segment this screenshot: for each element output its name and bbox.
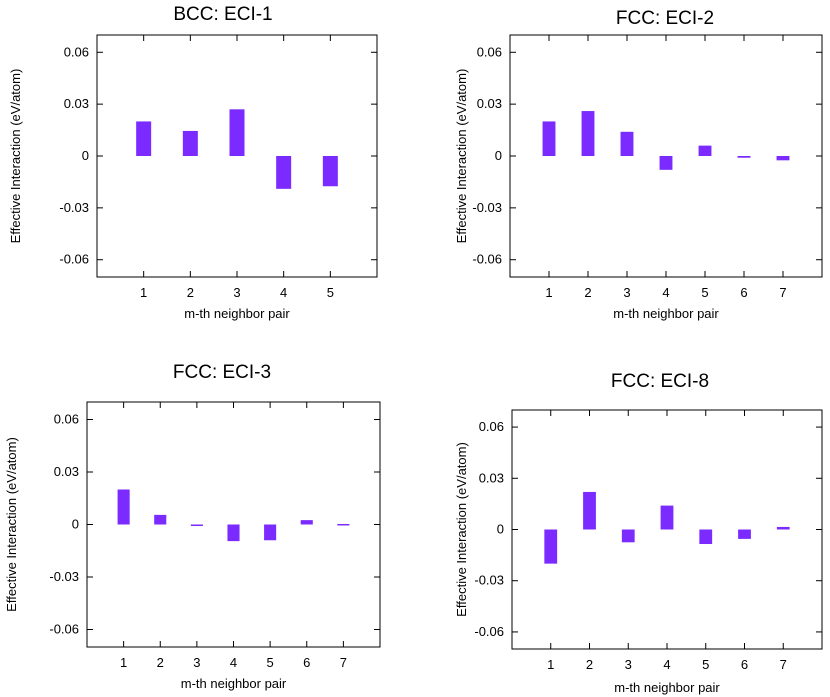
y-tick-label: 0.03 [479, 470, 504, 485]
x-tick-label: 7 [340, 655, 347, 670]
x-tick-label: 6 [740, 285, 747, 300]
x-tick-label: 2 [187, 285, 194, 300]
y-tick-label: -0.06 [472, 252, 502, 267]
bar-neighbor-6 [737, 156, 751, 158]
bar-neighbor-3 [621, 529, 635, 543]
chart-title: FCC: ECI-8 [611, 371, 709, 392]
y-tick-label: 0.06 [479, 419, 504, 434]
bar-neighbor-6 [738, 529, 751, 539]
bar-neighbor-2 [154, 514, 167, 525]
bar-neighbor-3 [620, 131, 634, 156]
x-tick-label: 5 [702, 657, 709, 672]
x-tick-label: 1 [140, 285, 147, 300]
y-tick-label: 0 [497, 522, 504, 537]
x-tick-label: 5 [701, 285, 708, 300]
x-tick-label: 4 [662, 285, 669, 300]
bar-neighbor-4 [659, 156, 673, 170]
y-tick-label: -0.03 [474, 573, 504, 588]
y-tick-label: 0.03 [54, 464, 79, 479]
bar-neighbor-1 [117, 489, 130, 525]
bar-neighbor-5 [698, 145, 712, 156]
y-tick-label: 0 [495, 148, 502, 163]
x-tick-label: 1 [545, 285, 552, 300]
chart-panel-fcc-eci-2: FCC: ECI-2 0.06 0.03 0 -0.03 -0.06 1 2 3 4 5 6 7 m-th… [454, 8, 823, 321]
x-tick-label: 4 [280, 285, 287, 300]
y-axis-label: Effective Interaction (eV/atom) [454, 69, 469, 244]
x-tick-label: 3 [193, 655, 200, 670]
bar-neighbor-3 [229, 109, 245, 156]
x-tick-label: 4 [663, 657, 670, 672]
y-tick-label: 0 [72, 517, 79, 532]
bar-neighbor-2 [182, 130, 198, 156]
y-tick-label: -0.03 [59, 200, 89, 215]
y-tick-label: 0.03 [477, 96, 502, 111]
x-tick-label: 2 [584, 285, 591, 300]
y-tick-label: -0.06 [59, 252, 89, 267]
x-axis-label: m-th neighbor pair [184, 306, 290, 321]
x-tick-label: 2 [586, 657, 593, 672]
y-tick-label: 0 [82, 148, 89, 163]
bar-neighbor-3 [190, 524, 203, 526]
y-tick-label: 0.06 [54, 412, 79, 427]
y-tick-label: 0.06 [477, 44, 502, 59]
bar-neighbor-4 [276, 156, 292, 189]
x-tick-label: 6 [303, 655, 310, 670]
x-tick-label: 1 [547, 657, 554, 672]
x-tick-label: 5 [267, 655, 274, 670]
chart-title: BCC: ECI-1 [173, 4, 272, 25]
bar-neighbor-1 [544, 529, 558, 564]
y-axis-label: Effective Interaction (eV/atom) [8, 69, 23, 244]
bar-neighbor-2 [581, 111, 595, 156]
y-axis-label: Effective Interaction (eV/atom) [4, 437, 19, 612]
bar-neighbor-4 [227, 524, 240, 542]
chart-panel-fcc-eci-3: FCC: ECI-3 0.06 0.03 0 -0.03 -0.06 1 2 3 4 5 6 7 m-th… [4, 362, 381, 691]
bar-neighbor-6 [300, 520, 313, 525]
y-tick-label: -0.06 [49, 622, 79, 637]
bar-neighbor-7 [337, 523, 350, 526]
y-tick-label: 0.06 [64, 44, 89, 59]
x-tick-label: 7 [779, 285, 786, 300]
y-axis-label: Effective Interaction (eV/atom) [454, 442, 469, 617]
y-tick-label: 0.03 [64, 96, 89, 111]
chart-title: FCC: ECI-3 [173, 362, 271, 383]
y-tick-label: -0.06 [474, 624, 504, 639]
chart-title: FCC: ECI-2 [616, 8, 714, 29]
x-tick-label: 3 [625, 657, 632, 672]
bar-neighbor-2 [583, 491, 596, 530]
x-axis-label: m-th neighbor pair [613, 306, 719, 321]
x-tick-label: 3 [623, 285, 630, 300]
x-axis-label: m-th neighbor pair [181, 676, 287, 691]
bar-neighbor-5 [264, 524, 277, 541]
x-tick-label: 1 [120, 655, 127, 670]
x-tick-label: 6 [741, 657, 748, 672]
x-tick-label: 5 [327, 285, 334, 300]
chart-panel-bcc-eci-1: BCC: ECI-1 0.06 0.03 0 -0.03 -0.06 1 2 3 4 5 m-th n… [8, 4, 378, 321]
bar-neighbor-1 [542, 121, 556, 156]
x-tick-label: 2 [157, 655, 164, 670]
bar-neighbor-7 [776, 156, 790, 161]
x-tick-label: 4 [230, 655, 237, 670]
bar-neighbor-5 [699, 529, 713, 545]
bar-neighbor-4 [660, 505, 674, 530]
x-tick-label: 7 [780, 657, 787, 672]
x-axis-label: m-th neighbor pair [614, 680, 720, 695]
y-tick-label: -0.03 [472, 200, 502, 215]
bar-neighbor-5 [322, 156, 338, 187]
bar-neighbor-1 [136, 121, 152, 156]
bar-neighbor-7 [776, 526, 790, 530]
y-tick-label: -0.03 [49, 569, 79, 584]
chart-panel-fcc-eci-8: FCC: ECI-8 0.06 0.03 0 -0.03 -0.06 1 2 3 4 5 6 7 m-th… [454, 371, 823, 695]
x-tick-label: 3 [233, 285, 240, 300]
